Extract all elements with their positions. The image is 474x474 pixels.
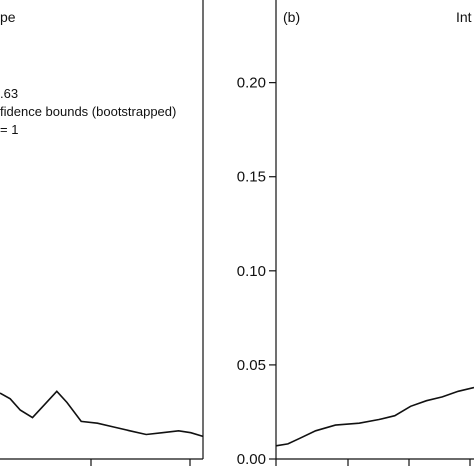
y-tick-label: 0.15 (237, 169, 266, 186)
y-tick-label: 0.20 (237, 75, 266, 92)
legend-entry: .63 (0, 86, 18, 101)
series-line-a (0, 390, 204, 438)
legend-entry: = 1 (0, 122, 18, 137)
series-line-b (275, 386, 474, 447)
y-tick-label: 0.10 (237, 263, 266, 280)
y-tick-label: 0.00 (237, 451, 266, 468)
legend-entry: fidence bounds (bootstrapped) (0, 104, 176, 119)
panel-b-title: Int (456, 9, 472, 25)
panel-b-label: (b) (283, 9, 300, 25)
panel-b-y-ticks: 0.00 0.05 0.10 0.15 0.20 (237, 75, 276, 468)
panel-a-label: pe (0, 9, 16, 25)
y-tick-label: 0.05 (237, 357, 266, 374)
panel-b: 0.00 0.05 0.10 0.15 0.20 (b) Int (237, 0, 474, 468)
panel-a: pe .63 fidence bounds (bootstrapped) = 1 (0, 0, 204, 466)
